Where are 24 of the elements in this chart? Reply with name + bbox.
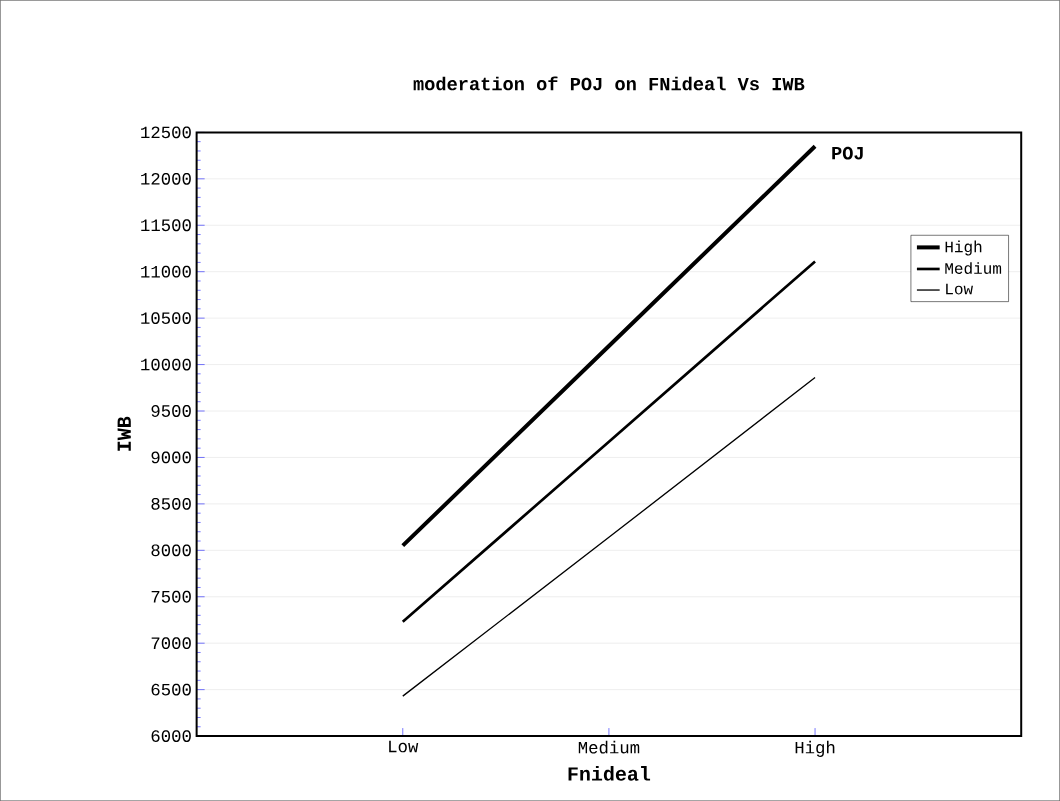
y-tick-label: 11000 (141, 265, 191, 278)
y-tick-label: 8000 (151, 544, 191, 557)
y-tick-label: 9000 (151, 451, 191, 464)
y-tick-label: 6000 (151, 730, 191, 742)
y-tick-label: 12500 (141, 126, 191, 139)
y-tick-label: 7500 (151, 590, 191, 603)
chart-title: moderation of POJ on FNideal Vs IWB (413, 76, 805, 91)
y-tick-label: 10000 (141, 358, 191, 371)
y-axis-title: IWB (117, 416, 131, 451)
x-tick-label: High (795, 740, 835, 757)
y-tick-label: 8500 (151, 497, 191, 510)
legend-label: Medium (945, 262, 1002, 274)
x-tick-label: Low (389, 740, 419, 753)
y-tick-label: 11500 (141, 219, 191, 232)
legend-title: POJ (832, 146, 863, 160)
y-tick-label: 6500 (151, 683, 191, 696)
y-tick-label: 9500 (151, 405, 191, 417)
x-axis-title: Fnideal (568, 766, 651, 781)
x-tick-label: Medium (578, 740, 640, 754)
legend-label: Low (946, 283, 973, 295)
legend-label: High (945, 240, 982, 256)
y-tick-label: 10500 (141, 312, 191, 324)
y-tick-label: 12000 (141, 172, 191, 185)
y-tick-label: 7000 (151, 637, 191, 650)
